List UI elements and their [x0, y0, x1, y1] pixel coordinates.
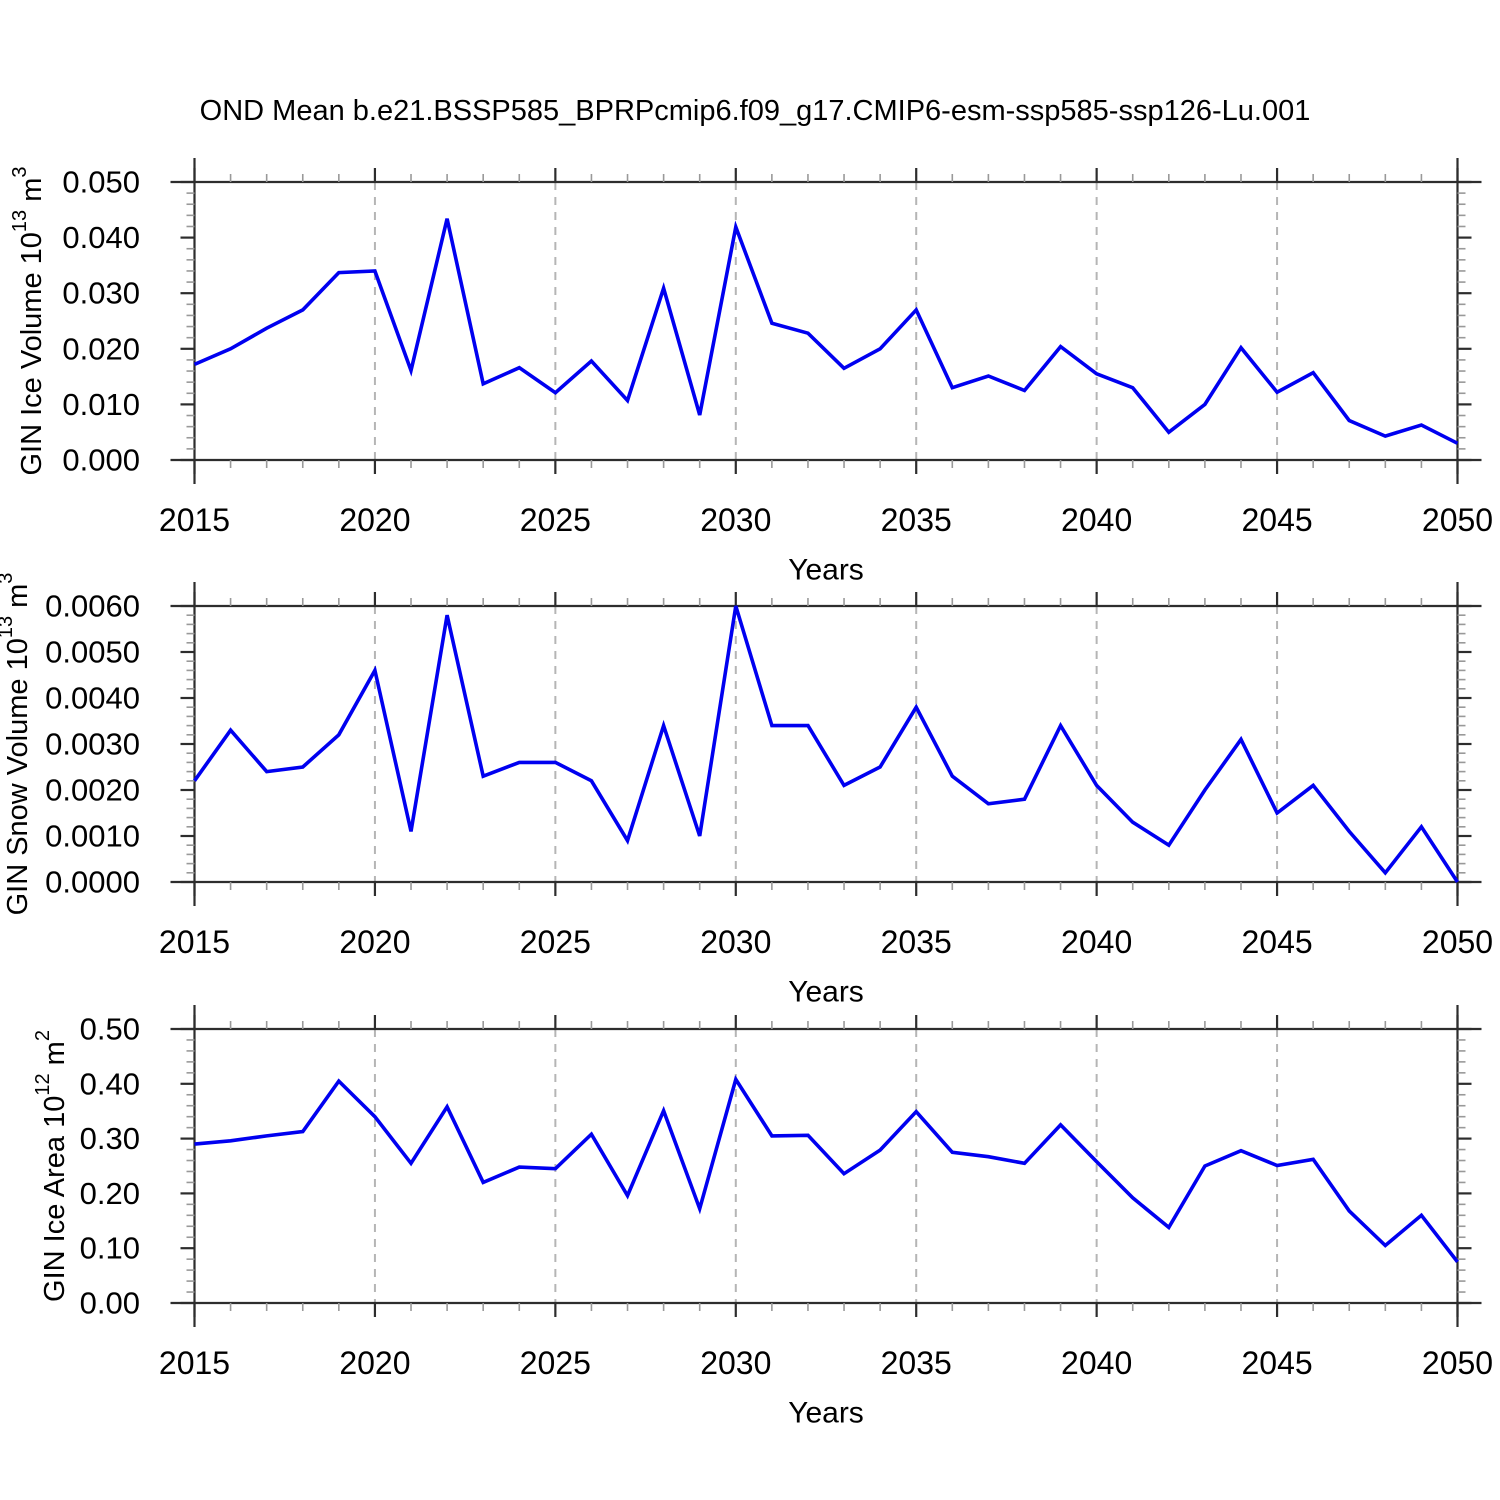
x-tick-label: 2030 — [700, 502, 771, 538]
x-tick-label: 2030 — [700, 1345, 771, 1381]
y-tick-label: 0.040 — [62, 220, 140, 255]
x-tick-labels-gin-ice-area: 2015 2020 2025 2030 2035 2040 2045 2050 Years — [159, 1345, 1493, 1430]
x-tick-label: 2045 — [1241, 924, 1312, 960]
gridlines-gin-ice-area — [373, 1029, 1279, 1303]
x-tick-label: 2015 — [159, 924, 230, 960]
x-ticks-gin-ice-area — [193, 1015, 1459, 1317]
x-tick-label: 2025 — [520, 502, 591, 538]
y-ticks-gin-ice-volume: 0.000 0.010 0.020 0.030 0.040 0.050 — [62, 165, 1472, 478]
x-tick-label: 2040 — [1061, 924, 1132, 960]
x-tick-label: 2025 — [520, 924, 591, 960]
y-axis-title-gin-ice-area: GIN Ice Area 1012 m2 — [32, 1030, 71, 1302]
gridlines-gin-snow-volume — [373, 606, 1279, 882]
x-tick-label: 2040 — [1061, 1345, 1132, 1381]
y-tick-label: 0.0060 — [45, 589, 140, 624]
y-tick-label: 0.20 — [80, 1176, 140, 1211]
y-tick-label: 0.020 — [62, 331, 140, 366]
x-tick-label: 2035 — [881, 502, 952, 538]
y-tick-label: 0.010 — [62, 387, 140, 422]
x-tick-label: 2020 — [339, 1345, 410, 1381]
x-tick-label: 2050 — [1422, 502, 1493, 538]
data-line-gin-snow-volume — [193, 605, 1460, 883]
x-tick-label: 2050 — [1422, 1345, 1493, 1381]
x-tick-label: 2015 — [159, 1345, 230, 1381]
data-line-gin-ice-volume — [193, 218, 1459, 445]
x-tick-labels-gin-snow-volume: 2015 2020 2025 2030 2035 2040 2045 2050 Years — [159, 924, 1493, 1009]
y-tick-label: 0.0030 — [45, 727, 140, 762]
y-tick-label: 0.0000 — [45, 865, 140, 900]
x-tick-label: 2045 — [1241, 502, 1312, 538]
axes-frame-gin-ice-area — [170, 1005, 1482, 1327]
panel-gin-snow-volume: 0.0000 0.0010 0.0020 0.0030 0.0040 0.0050 0.00… — [0, 573, 1493, 1009]
y-tick-label: 0.30 — [80, 1121, 140, 1156]
x-tick-label: 2045 — [1241, 1345, 1312, 1381]
x-tick-labels-gin-ice-volume: 2015 2020 2025 2030 2035 2040 2045 2050 Years — [159, 502, 1493, 587]
y-axis-title-gin-ice-volume: GIN Ice Volume 1013 m3 — [9, 167, 48, 476]
x-ticks-gin-snow-volume — [193, 592, 1459, 896]
gridlines-gin-ice-volume — [373, 182, 1279, 460]
y-tick-label: 0.50 — [80, 1012, 140, 1047]
figure-title: OND Mean b.e21.BSSP585_BPRPcmip6.f09_g17… — [199, 95, 1311, 127]
x-tick-label: 2025 — [520, 1345, 591, 1381]
y-tick-label: 0.030 — [62, 276, 140, 311]
x-tick-label: 2035 — [881, 1345, 952, 1381]
x-tick-label: 2020 — [339, 502, 410, 538]
x-tick-label: 2020 — [339, 924, 410, 960]
y-tick-label: 0.0020 — [45, 773, 140, 808]
y-tick-label: 0.10 — [80, 1231, 140, 1266]
axes-frame-gin-ice-volume — [170, 158, 1482, 484]
axes-frame-gin-snow-volume — [170, 582, 1482, 906]
panel-gin-ice-area: 0.00 0.10 0.20 0.30 0.40 0.50 2015 2020 2025 2030… — [32, 1005, 1493, 1430]
data-line-gin-ice-area — [194, 1075, 1459, 1264]
y-ticks-gin-ice-area: 0.00 0.10 0.20 0.30 0.40 0.50 — [80, 1012, 1472, 1321]
y-tick-label: 0.0050 — [45, 635, 140, 670]
x-ticks-gin-ice-volume — [193, 168, 1459, 474]
y-tick-label: 0.00 — [80, 1286, 140, 1321]
x-tick-label: 2050 — [1422, 924, 1493, 960]
y-tick-label: 0.000 — [62, 443, 140, 478]
x-axis-title: Years — [788, 554, 864, 587]
x-tick-label: 2040 — [1061, 502, 1132, 538]
y-ticks-gin-snow-volume: 0.0000 0.0010 0.0020 0.0030 0.0040 0.0050 0.00… — [45, 589, 1472, 900]
x-axis-title: Years — [788, 976, 864, 1009]
x-tick-label: 2015 — [159, 502, 230, 538]
x-axis-title: Years — [788, 1397, 864, 1430]
x-tick-label: 2030 — [700, 924, 771, 960]
y-tick-label: 0.0040 — [45, 681, 140, 716]
y-axis-title-gin-snow-volume: GIN Snow Volume 1013 m3 — [0, 573, 34, 916]
x-tick-label: 2035 — [881, 924, 952, 960]
y-tick-label: 0.0010 — [45, 819, 140, 854]
y-tick-label: 0.050 — [62, 165, 140, 200]
y-tick-label: 0.40 — [80, 1066, 140, 1101]
